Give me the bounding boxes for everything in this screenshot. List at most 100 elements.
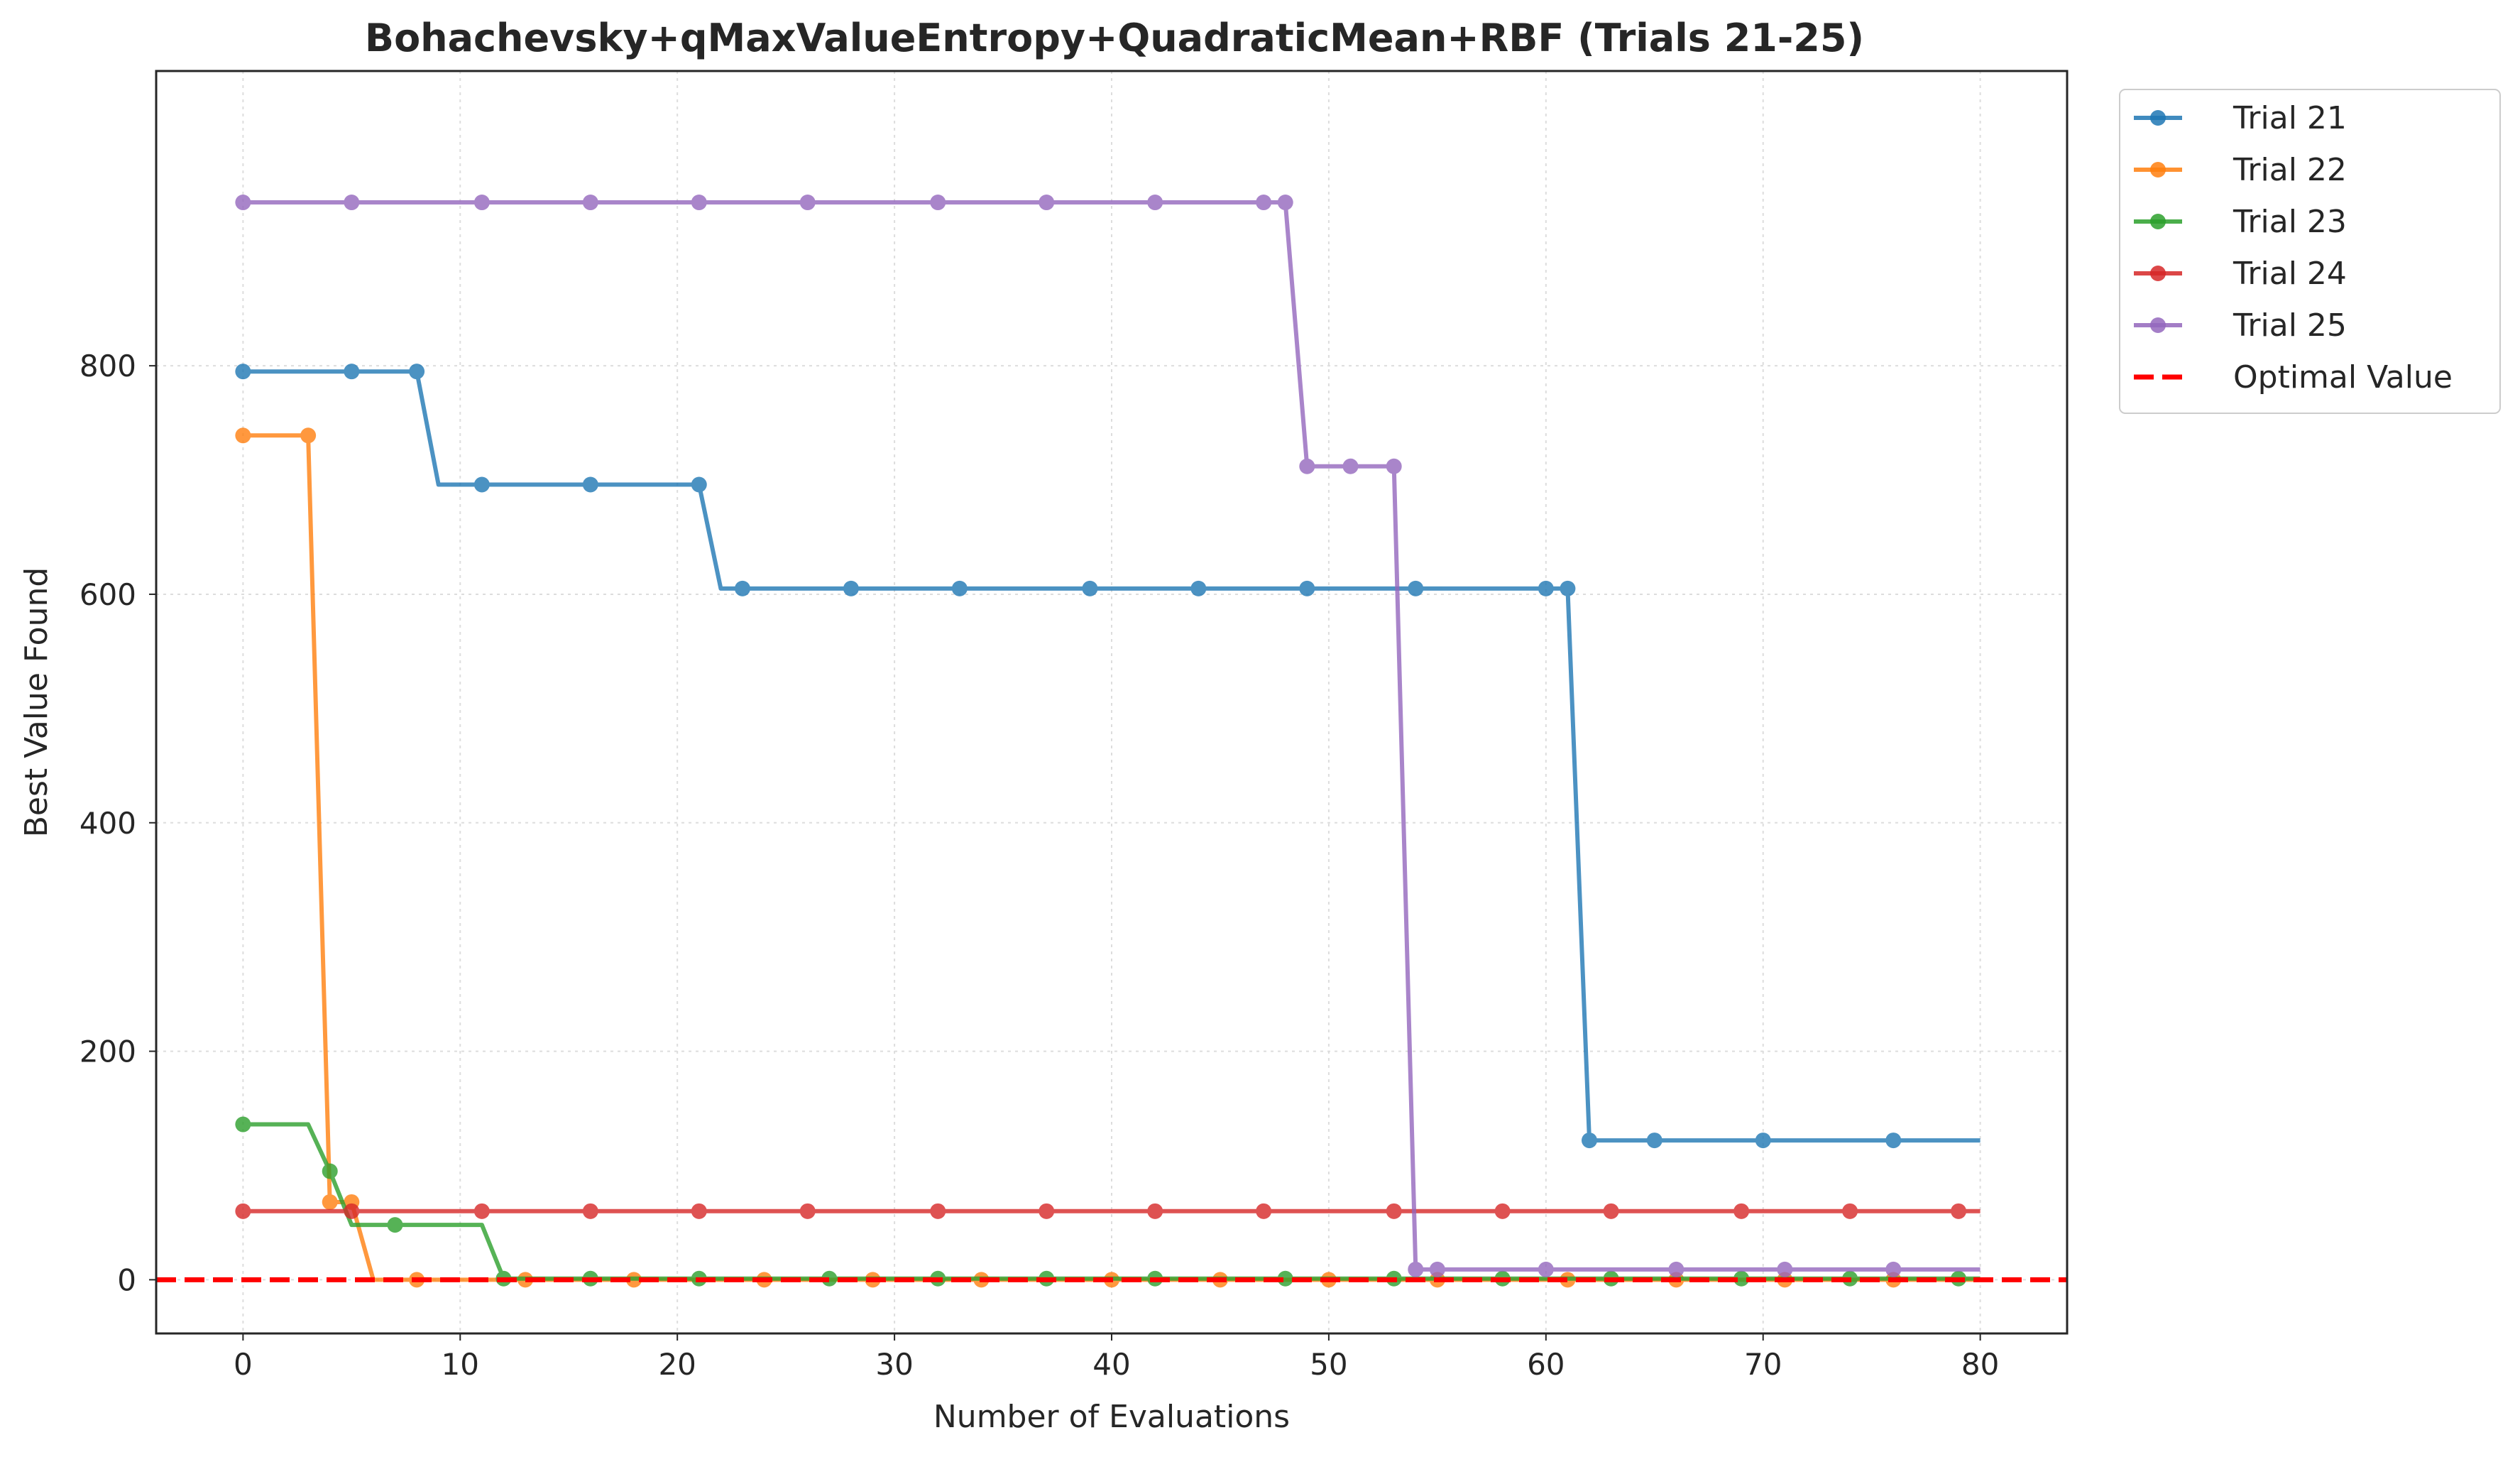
x-tick-label: 20 [658,1347,696,1382]
trial-21-point [1538,580,1554,596]
trial-23-point [322,1163,338,1179]
trial-24-point [235,1203,251,1219]
trial-21-point [734,580,750,596]
trial-24-point [799,1203,816,1219]
y-tick-label: 200 [80,1035,136,1069]
trial-21-point [951,580,968,596]
x-tick-label: 40 [1092,1347,1130,1382]
trial-21-point [1560,580,1576,596]
trial-21-point [235,364,251,380]
legend-marker-trial-22 [2150,162,2166,178]
trial-21-point [1582,1133,1597,1149]
trial-25-point [1408,1261,1424,1277]
trial-25-point [1342,458,1359,474]
trial-24-point [1494,1203,1511,1219]
trial-23-point [1733,1270,1750,1287]
trial-21-point [344,364,360,380]
trial-24-point [1147,1203,1163,1219]
trial-24-point [1603,1203,1619,1219]
trial-25-point [1538,1261,1554,1277]
trial-21-point [1646,1133,1662,1149]
trial-22-point [300,427,317,444]
x-axis-label: Number of Evaluations [933,1399,1290,1435]
trial-25-series [235,195,1981,1277]
trial-25-point [1885,1261,1902,1277]
trial-24-point [344,1203,360,1219]
x-tick-label: 50 [1310,1347,1347,1382]
legend-label-trial-23: Trial 23 [2233,204,2347,240]
trial-25-point [1429,1261,1445,1277]
trial-25-point [691,195,707,211]
legend-label-trial-24: Trial 24 [2233,256,2347,292]
legend-box [2119,89,2501,414]
trial-25-point [344,195,360,211]
trial-21-point [1190,580,1207,596]
legend-label-trial-21: Trial 21 [2233,100,2347,136]
trial-25-point [930,195,946,211]
x-tick-label: 60 [1527,1347,1565,1382]
trial-24-point [473,1203,490,1219]
trial-21-point [582,476,598,493]
legend-label-optimal-value: Optimal Value [2233,359,2453,395]
trial-21-point [1755,1133,1771,1149]
x-tick-label: 70 [1744,1347,1782,1382]
trial-24-point [930,1203,946,1219]
trial-21-point [1299,580,1315,596]
legend: Trial 21 Trial 22 Trial 23 Trial 24 Trial 25… [2119,89,2501,414]
trial-25-point [473,195,490,211]
trial-21-line [243,369,1981,1143]
trial-23-point [821,1270,838,1287]
trial-23-point [235,1116,251,1133]
y-tick-label: 800 [80,349,136,383]
trial-21-point [1082,580,1098,596]
legend-marker-trial-23 [2150,214,2166,229]
trial-21-point [843,580,859,596]
legend-marker-trial-21 [2150,110,2166,126]
trial-22-point [322,1194,338,1210]
trial-24-point [1951,1203,1967,1219]
trial-24-point [691,1203,707,1219]
trial-24-series [235,1203,1981,1219]
x-tick-label: 30 [875,1347,913,1382]
trial-21-point [1885,1133,1902,1149]
trial-25-point [1147,195,1163,211]
trial-25-point [1668,1261,1684,1277]
legend-label-trial-25: Trial 25 [2233,307,2347,344]
x-tick-label: 80 [1961,1347,1999,1382]
chart-title: Bohachevsky+qMaxValueEntropy+QuadraticMe… [365,16,1864,60]
trial-25-point [1256,195,1272,211]
y-tick-label: 600 [80,577,136,612]
trial-21-point [473,476,490,493]
legend-marker-trial-24 [2150,266,2166,281]
trial-24-point [1256,1203,1272,1219]
y-tick-label: 400 [80,806,136,841]
trial-25-point [1299,458,1315,474]
trial-25-point [1386,458,1402,474]
x-tick-label: 0 [234,1347,253,1382]
trial-25-point [799,195,816,211]
trial-25-point [1277,195,1293,211]
trial-25-point [582,195,598,211]
trial-21-series [235,364,1981,1149]
trial-24-point [1842,1203,1858,1219]
trial-23-point [387,1217,403,1233]
trial-25-point [1039,195,1055,211]
trial-21-point [409,364,425,380]
x-tick-label: 10 [442,1347,479,1382]
y-tick-label: 0 [117,1262,136,1297]
trial-24-point [1039,1203,1055,1219]
trial-24-point [1733,1203,1750,1219]
trial-25-point [235,195,251,211]
y-axis-label: Best Value Found [18,567,55,838]
legend-marker-trial-25 [2150,317,2166,333]
trial-21-point [1408,580,1424,596]
trial-23-point [1277,1270,1293,1287]
trial-21-point [691,476,707,493]
trial-25-point [1777,1261,1793,1277]
trial-24-point [582,1203,598,1219]
legend-label-trial-22: Trial 22 [2233,152,2347,188]
trial-24-point [1386,1203,1402,1219]
trial-22-point [235,427,251,444]
